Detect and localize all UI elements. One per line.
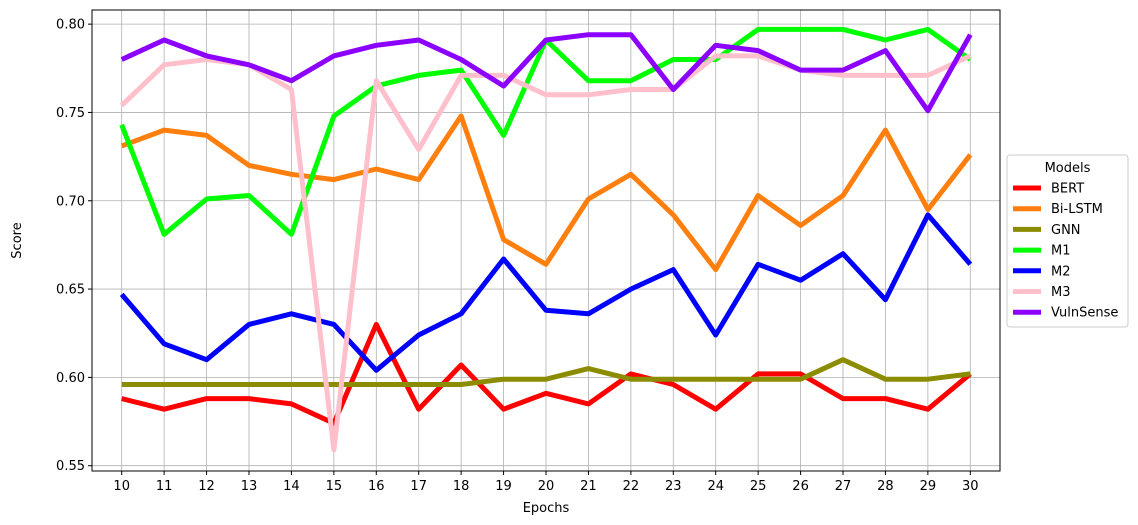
x-tick-label: 29 bbox=[920, 479, 937, 494]
x-tick-label: 30 bbox=[962, 479, 979, 494]
y-tick-label: 0.75 bbox=[56, 106, 85, 121]
x-tick-label: 15 bbox=[326, 479, 343, 494]
x-tick-label: 12 bbox=[198, 479, 215, 494]
y-tick-label: 0.60 bbox=[56, 371, 85, 386]
x-tick-label: 13 bbox=[241, 479, 258, 494]
x-tick-label: 21 bbox=[580, 479, 597, 494]
x-tick-label: 17 bbox=[410, 479, 427, 494]
x-tick-label: 16 bbox=[368, 479, 385, 494]
x-tick-label: 18 bbox=[453, 479, 470, 494]
y-tick-label: 0.70 bbox=[56, 194, 85, 209]
y-axis-label: Score bbox=[10, 222, 25, 258]
y-axis-ticks: 0.55 0.60 0.65 0.70 0.75 0.80 bbox=[56, 18, 92, 474]
x-tick-label: 22 bbox=[623, 479, 640, 494]
legend-title: Models bbox=[1045, 161, 1091, 176]
x-axis-ticks: 10 11 12 13 14 15 16 17 18 19 20 21 22 23 24 25 26 27 28 29… bbox=[113, 471, 979, 494]
grid bbox=[92, 10, 1000, 471]
series-line-bi-lstm bbox=[120, 113, 973, 273]
legend-label-m3: M3 bbox=[1051, 285, 1071, 300]
x-tick-label: 14 bbox=[283, 479, 300, 494]
series-line-gnn bbox=[121, 357, 971, 387]
legend-label-m1: M1 bbox=[1051, 244, 1071, 259]
x-axis-label: Epochs bbox=[523, 501, 570, 516]
x-tick-label: 24 bbox=[707, 479, 724, 494]
series-line-vulnsense bbox=[120, 32, 973, 114]
y-tick-label: 0.55 bbox=[56, 459, 85, 474]
x-tick-label: 26 bbox=[792, 479, 809, 494]
x-tick-label: 20 bbox=[538, 479, 555, 494]
x-tick-label: 28 bbox=[877, 479, 894, 494]
x-tick-label: 27 bbox=[835, 479, 852, 494]
legend-label-vulnsense: VulnSense bbox=[1051, 306, 1118, 321]
y-tick-label: 0.80 bbox=[56, 18, 85, 33]
series-line-bert bbox=[121, 321, 972, 426]
legend-items: BERT Bi-LSTM GNN M1 M2 M3 VulnSense bbox=[1013, 182, 1118, 321]
legend-label-bert: BERT bbox=[1051, 182, 1084, 197]
x-tick-label: 23 bbox=[665, 479, 682, 494]
series-lines bbox=[119, 26, 973, 453]
legend-label-bi-lstm: Bi-LSTM bbox=[1051, 202, 1103, 217]
series-line-m2 bbox=[119, 212, 973, 373]
legend-label-gnn: GNN bbox=[1051, 223, 1081, 238]
legend-label-m2: M2 bbox=[1051, 264, 1071, 279]
x-tick-label: 19 bbox=[495, 479, 512, 494]
x-tick-label: 25 bbox=[750, 479, 767, 494]
y-tick-label: 0.65 bbox=[56, 283, 85, 298]
series-line-m3 bbox=[119, 53, 972, 453]
x-tick-label: 10 bbox=[113, 479, 130, 494]
legend-box bbox=[1006, 154, 1129, 328]
x-tick-label: 11 bbox=[156, 479, 173, 494]
legend: Models BERT Bi-LSTM GNN M1 M2 M3 VulnSense bbox=[1006, 154, 1129, 328]
